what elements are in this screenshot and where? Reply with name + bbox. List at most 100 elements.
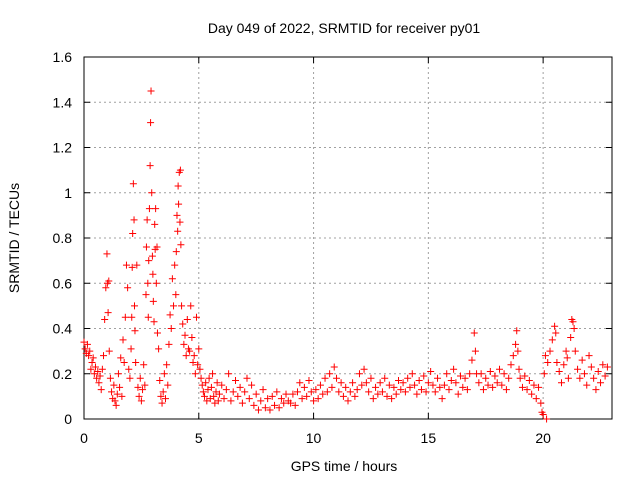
data-point: [552, 329, 560, 337]
data-point: [576, 374, 584, 382]
data-point: [117, 354, 125, 362]
data-point: [466, 370, 474, 378]
data-point: [196, 365, 204, 373]
data-point: [411, 381, 419, 389]
data-point: [243, 374, 251, 382]
data-point: [127, 345, 135, 353]
data-point: [434, 374, 442, 382]
data-point: [158, 399, 166, 407]
data-point: [129, 180, 137, 188]
data-point: [471, 347, 479, 355]
data-point: [372, 383, 380, 391]
data-point: [139, 386, 147, 394]
data-point: [342, 383, 350, 391]
y-tick-label: 0: [64, 411, 72, 427]
data-point: [489, 383, 497, 391]
data-point: [121, 313, 129, 321]
data-point: [131, 327, 139, 335]
data-point: [390, 383, 398, 391]
data-point: [296, 379, 304, 387]
data-point: [156, 377, 164, 385]
data-point: [234, 392, 242, 400]
data-point: [181, 331, 189, 339]
data-point: [160, 370, 168, 378]
data-point: [136, 374, 144, 382]
data-point: [603, 363, 611, 371]
data-point: [447, 377, 455, 385]
data-point: [351, 392, 359, 400]
data-point: [528, 390, 536, 398]
data-point: [174, 227, 182, 235]
data-point: [323, 388, 331, 396]
data-point: [456, 372, 464, 380]
data-point: [213, 379, 221, 387]
data-point: [129, 229, 137, 237]
data-point: [120, 358, 128, 366]
data-point: [424, 379, 432, 387]
data-point: [113, 390, 121, 398]
data-point: [140, 361, 148, 369]
data-point: [150, 318, 158, 326]
data-point: [592, 386, 600, 394]
data-point: [291, 401, 299, 409]
data-point: [335, 388, 343, 396]
data-point: [88, 358, 96, 366]
data-point: [183, 315, 191, 323]
data-point: [445, 386, 453, 394]
data-point: [148, 189, 156, 197]
data-point: [562, 347, 570, 355]
data-point: [431, 388, 439, 396]
data-point: [91, 363, 99, 371]
data-point: [578, 356, 586, 364]
data-point: [105, 277, 113, 285]
data-point: [585, 352, 593, 360]
data-point: [114, 370, 122, 378]
data-point: [126, 374, 134, 382]
y-tick-label: 0.2: [53, 366, 73, 382]
data-point: [176, 218, 184, 226]
data-point: [484, 381, 492, 389]
data-point: [378, 388, 386, 396]
data-point: [518, 383, 526, 391]
data-point: [381, 374, 389, 382]
data-point: [250, 401, 258, 409]
data-point: [241, 388, 249, 396]
data-point: [392, 390, 400, 398]
data-point: [164, 381, 172, 389]
data-point: [355, 370, 363, 378]
data-point: [417, 386, 425, 394]
data-point: [146, 162, 154, 170]
data-point: [365, 388, 373, 396]
data-point: [353, 386, 361, 394]
data-point: [564, 374, 572, 382]
data-point: [300, 383, 308, 391]
x-tick-label: 5: [195, 430, 203, 446]
data-point: [220, 395, 228, 403]
data-points: [80, 87, 611, 423]
data-point: [261, 404, 269, 412]
data-point: [143, 216, 151, 224]
data-point: [282, 390, 290, 398]
data-point: [148, 252, 156, 260]
data-point: [560, 361, 568, 369]
data-point: [222, 386, 230, 394]
data-point: [142, 243, 150, 251]
y-tick-label: 0.6: [53, 275, 73, 291]
data-point: [420, 372, 428, 380]
data-point: [543, 415, 551, 423]
data-point: [516, 374, 524, 382]
data-point: [171, 261, 179, 269]
data-point: [167, 325, 175, 332]
data-point: [383, 392, 391, 400]
data-point: [523, 386, 531, 394]
data-point: [159, 388, 167, 396]
y-tick-label: 1.2: [53, 140, 73, 156]
data-point: [174, 182, 182, 190]
data-point: [388, 395, 396, 403]
data-point: [199, 388, 207, 396]
data-point: [112, 401, 120, 409]
data-point: [305, 377, 313, 385]
data-point: [182, 352, 190, 360]
data-point: [415, 377, 423, 385]
